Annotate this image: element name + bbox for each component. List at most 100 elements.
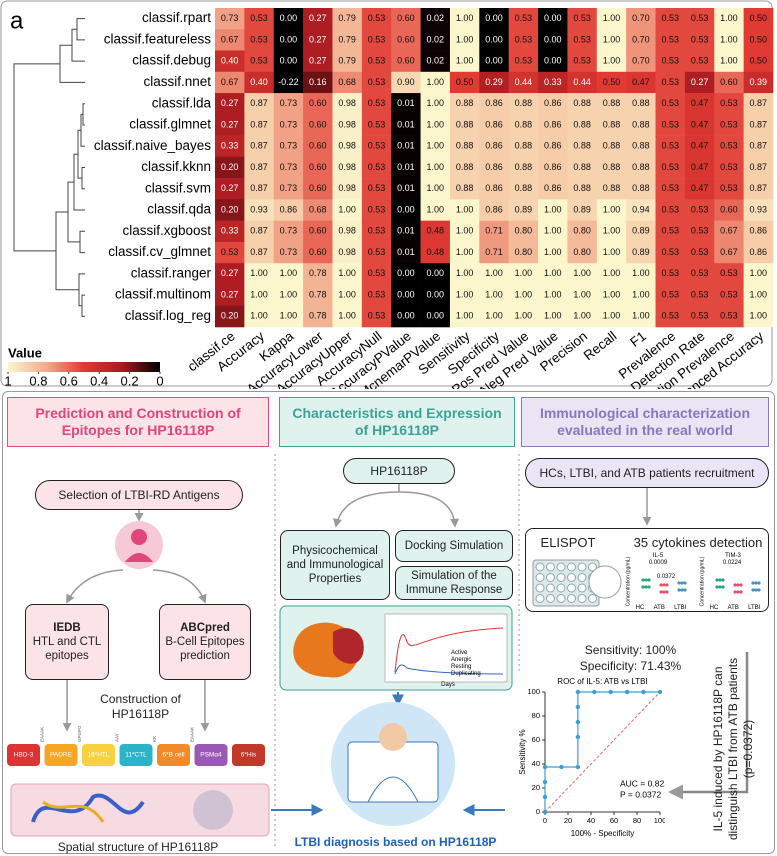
- segment-label: PADRE: [50, 752, 73, 759]
- heat-cell: [714, 199, 744, 221]
- cell-label: 1.00: [456, 204, 474, 214]
- well: [535, 562, 545, 572]
- cell-label: 0.98: [338, 162, 356, 172]
- cell-label: 0.53: [661, 119, 679, 129]
- heat-cell: [626, 241, 656, 264]
- cell-label: 0.86: [544, 98, 562, 108]
- cell-label: 0.47: [691, 119, 709, 129]
- heat-cell: [391, 305, 421, 328]
- heat-cell: [567, 71, 598, 94]
- roc-point: [542, 809, 548, 815]
- cell-label: 0.79: [338, 13, 356, 23]
- well: [577, 573, 587, 582]
- heat-cell: [567, 50, 598, 73]
- icon: [125, 553, 153, 562]
- cell-label: 0.70: [632, 56, 650, 66]
- well: [546, 562, 555, 572]
- cell-label: 1.00: [544, 311, 562, 321]
- heat-cell: [743, 71, 774, 94]
- heat-cell: [449, 29, 480, 51]
- cell-label: 0.53: [368, 247, 386, 257]
- heat-cell: [273, 114, 304, 136]
- annotation: P = 0.0372: [620, 789, 661, 799]
- cell-label: 0.89: [515, 204, 533, 214]
- cell-label: 0.53: [691, 311, 709, 321]
- cell-label: 0.80: [573, 247, 591, 257]
- roc-point: [575, 689, 581, 695]
- heat-cell: [215, 156, 245, 179]
- cell-label: 1.00: [456, 34, 474, 44]
- cell-label: 0.00: [397, 204, 415, 214]
- heat-cell: [479, 220, 509, 243]
- elispot: ELISPOT: [540, 534, 596, 550]
- heat-cell: [449, 156, 480, 179]
- cell-label: 0.00: [280, 56, 298, 66]
- cell-label: 0.53: [720, 289, 738, 299]
- cell-label: 1.00: [603, 268, 621, 278]
- panel-a: a classif.rpart 0.73 0.53 0.00 0.27 0.79 0.53 0…: [0, 0, 774, 389]
- cell-label: 0.60: [397, 56, 415, 66]
- cell-label: 0.00: [397, 289, 415, 299]
- heat-cell: [215, 284, 245, 307]
- heat-cell: [303, 71, 333, 94]
- cell-label: 0.00: [426, 289, 444, 299]
- heat-cell: [244, 71, 275, 94]
- cell-label: 0.20: [221, 204, 239, 214]
- heat-cell: [361, 178, 392, 200]
- cell-label: 0.88: [515, 183, 533, 193]
- dot: [751, 588, 755, 592]
- cell-label: 0.48: [426, 226, 444, 236]
- heat-cell: [449, 305, 480, 328]
- cell-label: 0.53: [573, 34, 591, 44]
- construction: Construction of HP16118P: [100, 692, 181, 721]
- structure-art: [42, 800, 105, 823]
- heat-cell: [391, 50, 421, 73]
- colorbar-tick-label: 0.6: [60, 373, 78, 388]
- cell-label: 0.53: [661, 34, 679, 44]
- heat-cell: [361, 156, 392, 179]
- cell-label: 0.88: [603, 183, 621, 193]
- cell-label: 0.53: [661, 13, 679, 23]
- heat-cell: [420, 29, 451, 51]
- heat-cell: [244, 93, 275, 115]
- heat-cell: [743, 263, 774, 285]
- cell-label: 0.48: [426, 247, 444, 257]
- cytokines: 35 cytokines detection: [633, 534, 763, 550]
- heat-cell: [244, 135, 275, 158]
- mini-ylabel: Concentration (pg/mL): [625, 556, 631, 607]
- column-label: Recall: [581, 328, 620, 363]
- cell-label: 1.00: [603, 13, 621, 23]
- heat-cell: [273, 8, 304, 30]
- cell-label: 1.00: [280, 289, 298, 299]
- cell-label: 0.53: [368, 141, 386, 151]
- heat-cell: [508, 284, 539, 307]
- y-tick-label: 60: [532, 735, 540, 744]
- cell-label: 0.87: [750, 183, 768, 193]
- dot: [677, 581, 681, 585]
- heat-cell: [215, 263, 245, 285]
- heat-cell: [332, 199, 363, 221]
- heat-cell: [273, 284, 304, 307]
- heat-cell: [655, 241, 686, 264]
- dot: [751, 581, 755, 585]
- row-label: classif.featureless: [104, 31, 212, 46]
- dendrogram: [13, 18, 85, 317]
- well: [577, 583, 587, 593]
- cell-label: 0.98: [338, 247, 356, 257]
- cell-label: 0.86: [544, 141, 562, 151]
- cell-label: 0.88: [573, 98, 591, 108]
- heat-cell: [655, 199, 686, 221]
- cell-label: 0.53: [368, 268, 386, 278]
- linker-label: EAAAK: [189, 727, 194, 742]
- heat-cell: [684, 50, 715, 73]
- heat-cell: [567, 241, 598, 264]
- heat-cell: [684, 263, 715, 285]
- heat-cell: [596, 29, 627, 51]
- cell-label: 1.00: [720, 34, 738, 44]
- cell-label: 0.53: [250, 56, 268, 66]
- heat-cell: [508, 114, 539, 136]
- heat-cell: [303, 241, 333, 264]
- docking-art: [333, 628, 364, 664]
- sim-legend: Active Anergic Resting Duplicating: [451, 648, 507, 680]
